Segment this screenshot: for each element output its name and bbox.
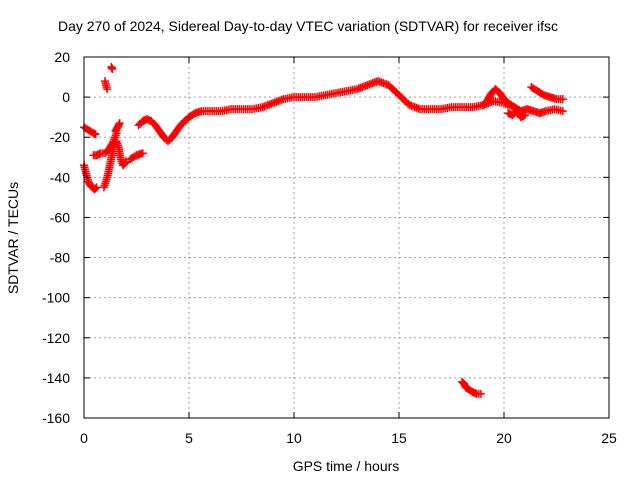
- data-point: [558, 95, 567, 104]
- data-point: [476, 389, 485, 398]
- y-tick-label: 20: [54, 49, 70, 65]
- x-axis-label: GPS time / hours: [293, 458, 400, 474]
- data-point: [521, 111, 529, 120]
- x-tick-label: 25: [601, 430, 617, 446]
- data-point: [138, 149, 147, 158]
- data-point: [558, 107, 567, 116]
- y-tick-label: -20: [50, 129, 70, 145]
- data-point: [92, 183, 101, 192]
- data-point: [91, 184, 100, 193]
- x-tick-label: 10: [286, 430, 302, 446]
- y-tick-label: -40: [50, 169, 70, 185]
- axis-ticks: [83, 56, 610, 419]
- data-point: [115, 119, 124, 128]
- grid-lines: [84, 57, 609, 418]
- x-tick-label: 5: [185, 430, 193, 446]
- y-tick-label: 0: [62, 89, 70, 105]
- y-tick-label: -100: [42, 290, 70, 306]
- data-point: [91, 130, 100, 139]
- y-tick-labels: 20 0 -20 -40 -60 -80 -100 -120 -140 -160: [42, 49, 70, 426]
- y-tick-label: -140: [42, 370, 70, 386]
- x-tick-label: 15: [391, 430, 407, 446]
- y-tick-label: -60: [50, 209, 70, 225]
- chart-title: Day 270 of 2024, Sidereal Day-to-day VTE…: [58, 18, 558, 34]
- y-tick-label: -120: [42, 330, 70, 346]
- x-tick-labels: 0 5 10 15 20 25: [80, 430, 617, 446]
- x-tick-label: 0: [80, 430, 88, 446]
- y-tick-label: -160: [42, 410, 70, 426]
- y-tick-label: -80: [50, 250, 70, 266]
- x-tick-label: 20: [496, 430, 512, 446]
- data-points: [80, 63, 567, 398]
- data-point: [122, 157, 130, 166]
- y-axis-label: SDTVAR / TECUs: [5, 182, 21, 294]
- data-point: [103, 85, 112, 94]
- data-point: [108, 65, 117, 74]
- plot-frame: [83, 56, 610, 419]
